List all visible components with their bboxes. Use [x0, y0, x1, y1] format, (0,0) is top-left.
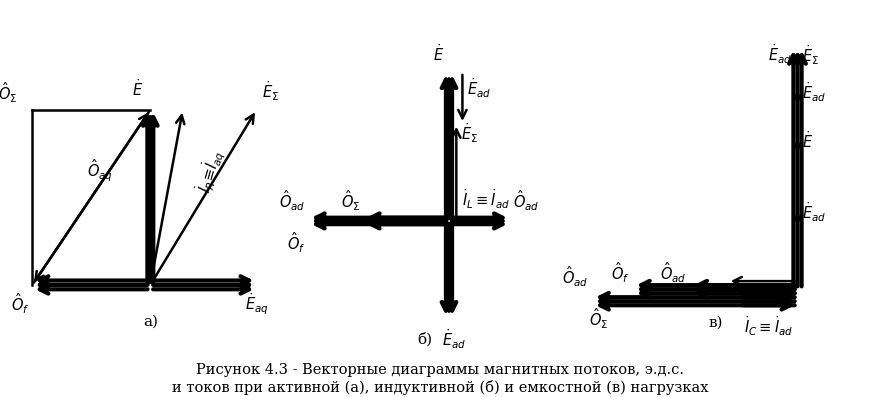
- Text: $\hat{O}_{f}$: $\hat{O}_{f}$: [11, 292, 29, 316]
- Text: $\hat{O}_{\Sigma}$: $\hat{O}_{\Sigma}$: [341, 189, 361, 213]
- Text: $\hat{O}_{ad}$: $\hat{O}_{ad}$: [513, 189, 539, 213]
- Text: $\hat{O}_{\Sigma}$: $\hat{O}_{\Sigma}$: [0, 81, 18, 105]
- Text: $\dot{E}_{ad}$: $\dot{E}_{ad}$: [768, 42, 793, 66]
- Text: $\dot{E}$: $\dot{E}$: [433, 43, 444, 64]
- Text: $\dot{E}_{ad}$: $\dot{E}_{ad}$: [803, 201, 826, 224]
- Text: $\dot{E}_{ad}$: $\dot{E}_{ad}$: [442, 328, 466, 351]
- Text: $\dot{E}_{\Sigma}$: $\dot{E}_{\Sigma}$: [461, 122, 479, 145]
- Text: $\hat{O}_{aq}$: $\hat{O}_{aq}$: [87, 158, 114, 184]
- Text: $\dot{E}_{aq}$: $\dot{E}_{aq}$: [245, 292, 268, 317]
- Text: б): б): [417, 332, 432, 347]
- Text: $\hat{O}_{ad}$: $\hat{O}_{ad}$: [661, 260, 687, 285]
- Text: Рисунок 4.3 - Векторные диаграммы магнитных потоков, э.д.с.
и токов при активной: Рисунок 4.3 - Векторные диаграммы магнит…: [172, 363, 708, 395]
- Text: $\hat{O}_{f}$: $\hat{O}_{f}$: [287, 231, 305, 255]
- Text: $\dot{E}$: $\dot{E}$: [132, 79, 143, 99]
- Text: $\hat{O}_{ad}$: $\hat{O}_{ad}$: [562, 265, 589, 289]
- Text: $\dot{E}$: $\dot{E}$: [803, 130, 814, 151]
- Text: $\dot{E}_{\Sigma}$: $\dot{E}_{\Sigma}$: [803, 44, 819, 67]
- Text: $\dot{I}_C \equiv \dot{I}_{ad}$: $\dot{I}_C \equiv \dot{I}_{ad}$: [744, 315, 794, 339]
- Text: $\hat{O}_{f}$: $\hat{O}_{f}$: [611, 260, 629, 285]
- Text: $\hat{O}_{ad}$: $\hat{O}_{ad}$: [279, 189, 305, 213]
- Text: $\dot{E}_{ad}$: $\dot{E}_{ad}$: [803, 80, 826, 104]
- Text: а): а): [143, 315, 158, 329]
- Text: $\dot{E}_{\Sigma}$: $\dot{E}_{\Sigma}$: [262, 79, 280, 103]
- Text: $\hat{O}_{\Sigma}$: $\hat{O}_{\Sigma}$: [589, 307, 608, 331]
- Text: $\dot{I}_R \!\equiv\! \dot{I}_{aq}$: $\dot{I}_R \!\equiv\! \dot{I}_{aq}$: [193, 146, 230, 196]
- Text: $\dot{I}_L \equiv \dot{I}_{ad}$: $\dot{I}_L \equiv \dot{I}_{ad}$: [462, 188, 510, 211]
- Text: в): в): [708, 315, 722, 330]
- Text: $\dot{E}_{ad}$: $\dot{E}_{ad}$: [467, 77, 492, 100]
